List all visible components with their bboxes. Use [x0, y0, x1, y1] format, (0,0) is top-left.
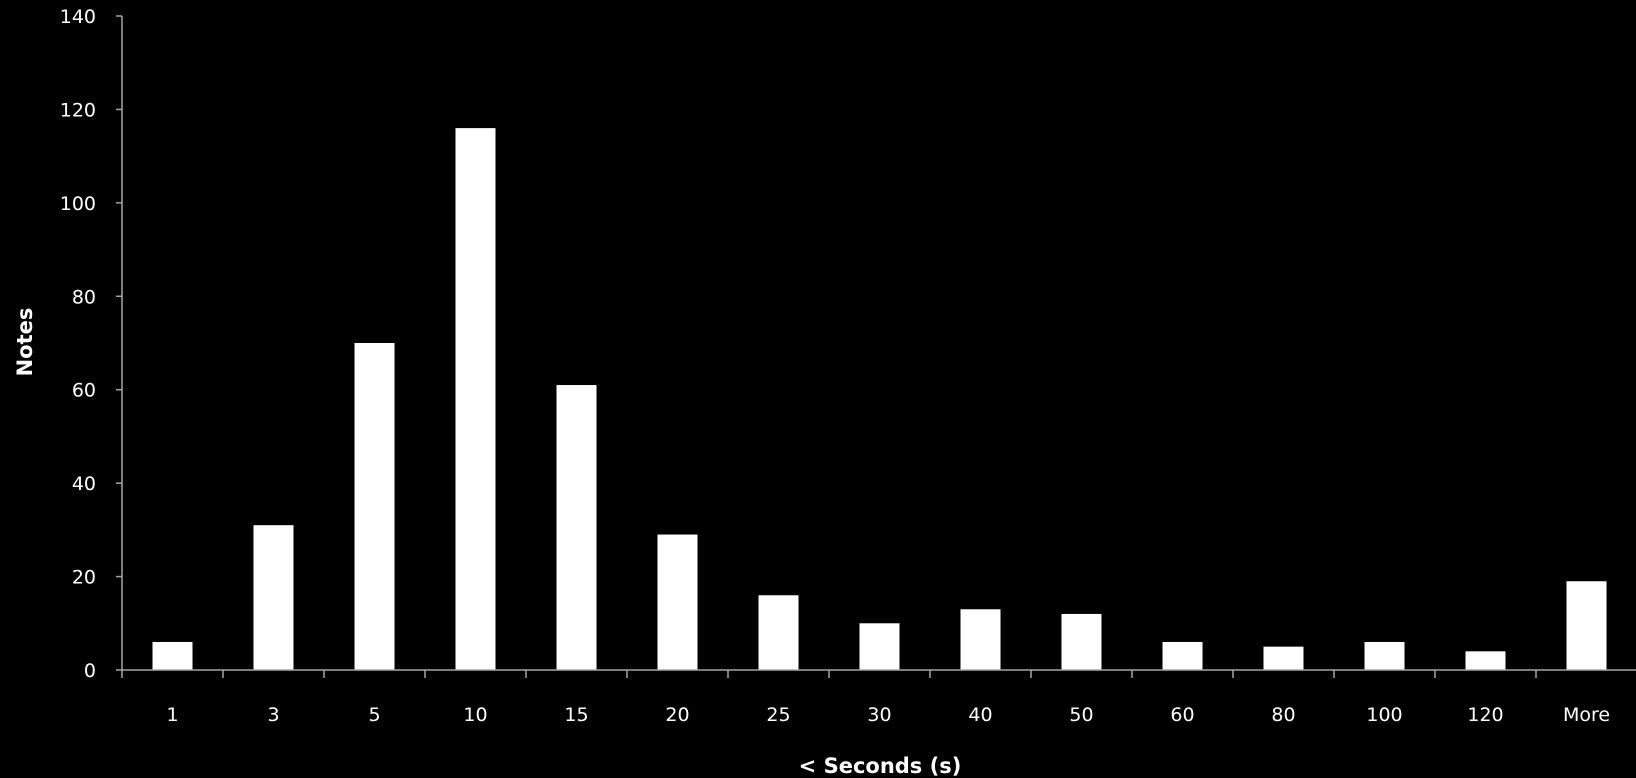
x-tick-label: 15 — [564, 704, 588, 726]
bar-30 — [859, 623, 900, 670]
bar-100 — [1364, 641, 1405, 670]
bar-15 — [556, 385, 597, 670]
x-tick-label: More — [1563, 704, 1610, 726]
bar-25 — [758, 595, 799, 670]
x-tick-label: 80 — [1271, 704, 1295, 726]
x-tick-label: 25 — [766, 704, 790, 726]
x-tick-label: 3 — [267, 704, 279, 726]
bar-3 — [253, 525, 294, 670]
x-tick-label: 30 — [867, 704, 891, 726]
x-axis-title: < Seconds (s) — [799, 754, 962, 778]
y-tick-label: 20 — [72, 567, 96, 589]
x-tick-label: 40 — [968, 704, 992, 726]
bar-60 — [1162, 641, 1203, 670]
bar-1 — [152, 641, 193, 670]
bar-More — [1566, 581, 1607, 670]
x-tick-label: 5 — [368, 704, 380, 726]
bar-5 — [354, 343, 395, 670]
x-ticks — [121, 670, 1537, 678]
y-tick-labels: 0 20 40 60 80 100 120 140 — [60, 6, 96, 682]
bar-10 — [455, 128, 496, 671]
y-tick-label: 100 — [60, 193, 96, 215]
y-tick-label: 40 — [72, 473, 96, 495]
x-tick-label: 50 — [1069, 704, 1093, 726]
x-tick-label: 10 — [463, 704, 487, 726]
y-tick-label: 60 — [72, 380, 96, 402]
bars — [152, 128, 1607, 671]
y-tick-label: 0 — [84, 660, 96, 682]
x-tick-label: 120 — [1467, 704, 1503, 726]
y-axis-title: Notes — [13, 308, 37, 377]
bar-20 — [657, 534, 698, 670]
y-tick-label: 140 — [60, 6, 96, 28]
y-ticks — [116, 15, 122, 671]
y-tick-label: 80 — [72, 286, 96, 308]
x-tick-label: 20 — [665, 704, 689, 726]
x-tick-labels: 1 3 5 10 15 20 25 30 40 50 60 80 100 120 More — [166, 704, 1610, 726]
x-tick-label: 60 — [1170, 704, 1194, 726]
bar-50 — [1061, 613, 1102, 670]
y-tick-label: 120 — [60, 99, 96, 121]
bar-40 — [960, 609, 1001, 670]
bar-80 — [1263, 646, 1304, 670]
x-tick-label: 1 — [166, 704, 178, 726]
bar-120 — [1465, 651, 1506, 670]
x-tick-label: 100 — [1366, 704, 1402, 726]
